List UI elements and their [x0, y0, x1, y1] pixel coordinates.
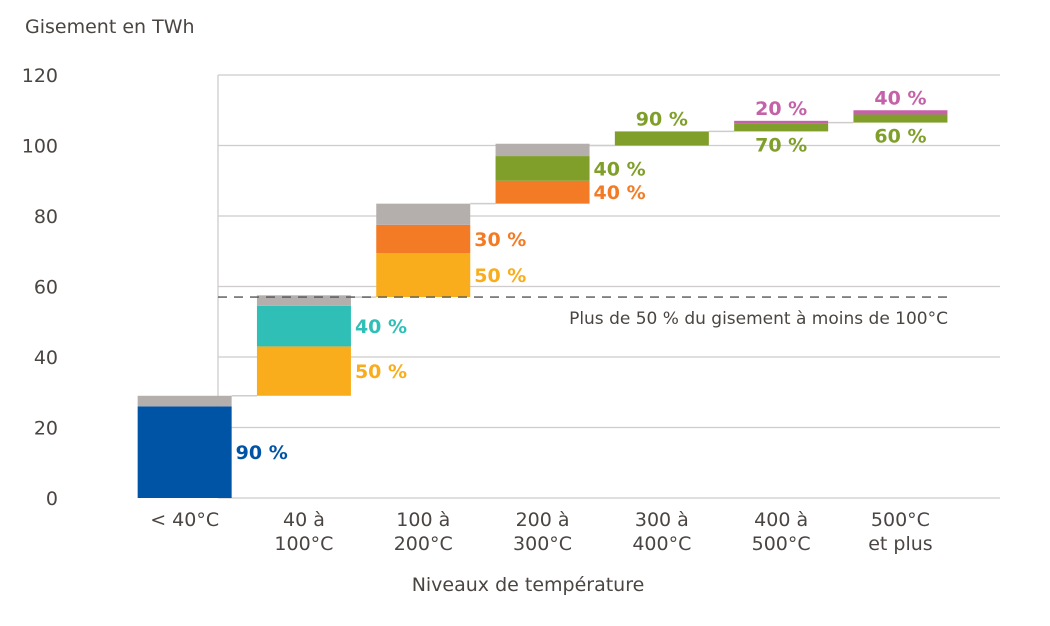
data-label: 70 % [755, 134, 807, 156]
bars [137, 110, 948, 498]
y-tick-label: 80 [34, 206, 58, 228]
y-tick-label: 20 [34, 418, 58, 440]
y-axis-title: Gisement en TWh [25, 16, 195, 38]
data-label: 90 % [236, 442, 288, 464]
x-tick-label: 100 à [396, 509, 450, 531]
data-label: 50 % [474, 265, 526, 287]
x-tick-label: 400 à [754, 509, 808, 531]
x-tick-label: et plus [868, 533, 932, 555]
bar-segment-green [614, 131, 709, 146]
x-tick-label: 300°C [513, 533, 572, 555]
x-tick-label: 40 à [283, 509, 325, 531]
waterfall-connectors [231, 121, 854, 397]
y-tick-label: 0 [46, 488, 58, 510]
x-tick-label: 200 à [516, 509, 570, 531]
bar-segment-pink [853, 110, 948, 115]
x-tick-label: 500°C [752, 533, 811, 555]
bar-segment-green [495, 156, 590, 181]
bar-segment-orange [495, 180, 590, 204]
data-label: 40 % [874, 87, 926, 109]
x-axis-title: Niveaux de température [412, 574, 645, 596]
x-tick-label: 400°C [632, 533, 691, 555]
reference-line-group: Plus de 50 % du gisement à moins de 100°… [218, 296, 950, 329]
bar-segment-pink [734, 120, 829, 124]
data-label: 90 % [636, 108, 688, 130]
y-tick-label: 100 [22, 136, 58, 158]
x-tick-label: 500°C [871, 509, 930, 531]
reference-line-label: Plus de 50 % du gisement à moins de 100°… [569, 309, 948, 329]
y-tick-label: 120 [22, 65, 58, 87]
data-label: 20 % [755, 98, 807, 120]
data-label: 50 % [355, 361, 407, 383]
bar-segment-gray [495, 143, 590, 157]
bar-segment-green [853, 114, 948, 123]
data-label: 60 % [874, 126, 926, 148]
bar-segment-gray [137, 395, 232, 407]
bar-segment-blue [137, 406, 232, 498]
bar-segment-green [734, 123, 829, 132]
data-label: 40 % [355, 316, 407, 338]
y-tick-label: 60 [34, 277, 58, 299]
data-labels: 90 %50 %40 %50 %30 %40 %40 %90 %70 %20 %… [236, 87, 927, 464]
x-tick-label: 300 à [635, 509, 689, 531]
y-axis-ticks: 0 20 40 60 80 100 120 [22, 65, 58, 510]
data-label: 40 % [594, 182, 646, 204]
bar-segment-yellow [376, 253, 471, 298]
bar-segment-gray [256, 295, 351, 306]
y-tick-label: 40 [34, 347, 58, 369]
x-tick-label: < 40°C [150, 509, 219, 531]
data-label: 30 % [474, 229, 526, 251]
bar-segment-orange [376, 224, 471, 254]
bar-segment-yellow [256, 346, 351, 396]
data-label: 40 % [594, 158, 646, 180]
x-tick-label: 200°C [394, 533, 453, 555]
bar-segment-teal [256, 305, 351, 347]
bar-segment-gray [376, 203, 471, 225]
x-tick-label: 100°C [274, 533, 333, 555]
